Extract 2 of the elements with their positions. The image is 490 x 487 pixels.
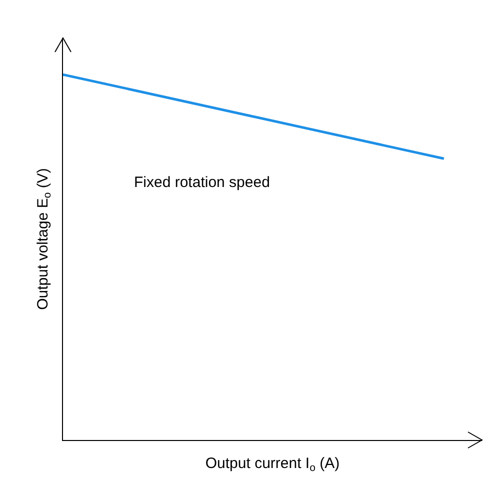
annotation: Fixed rotation speed — [134, 174, 270, 191]
x-axis-title: Output current I$_{o}$ (A) — [205, 455, 340, 474]
